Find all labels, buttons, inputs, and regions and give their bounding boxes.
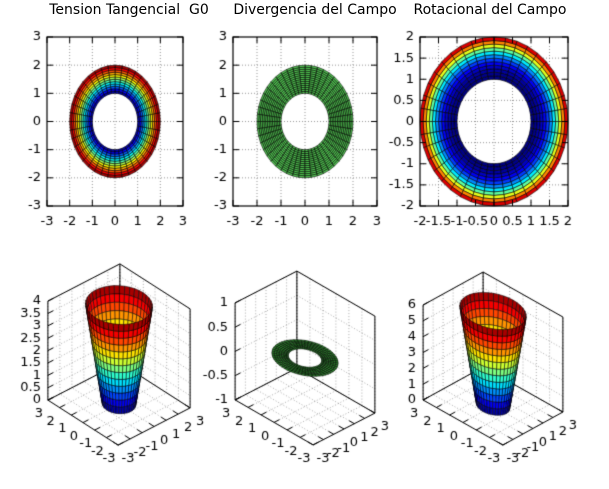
plot-title-tension-tangencial: Tension Tangencial G0 <box>49 2 209 18</box>
plot-title-divergencia: Divergencia del Campo <box>233 2 397 18</box>
plot-title-rotacional: Rotacional del Campo <box>413 2 567 18</box>
